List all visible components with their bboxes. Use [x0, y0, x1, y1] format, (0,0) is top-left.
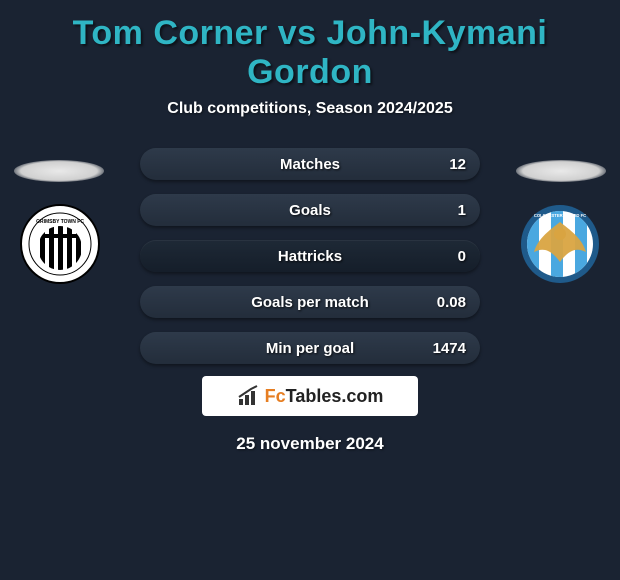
svg-text:COLCHESTER UNITED FC: COLCHESTER UNITED FC — [534, 213, 586, 218]
stat-value-right: 0 — [458, 240, 466, 272]
bar-chart-icon — [237, 385, 261, 407]
club-badge-right: COLCHESTER UNITED FC — [520, 204, 600, 284]
fctables-logo: FcTables.com — [202, 376, 418, 416]
club-badge-left: GRIMSBY TOWN FC — [20, 204, 100, 284]
stat-label: Goals per match — [251, 294, 369, 311]
season-subtitle: Club competitions, Season 2024/2025 — [0, 94, 620, 136]
comparison-title: Tom Corner vs John-Kymani Gordon — [0, 0, 620, 94]
stat-label: Hattricks — [278, 248, 342, 265]
stat-value-right: 0.08 — [437, 286, 466, 318]
snapshot-date: 25 november 2024 — [0, 416, 620, 472]
comparison-stage: GRIMSBY TOWN FC — [0, 136, 620, 376]
svg-text:GRIMSBY TOWN FC: GRIMSBY TOWN FC — [36, 219, 84, 225]
stat-row: Hattricks 0 — [140, 240, 480, 272]
stat-row: Goals per match 0.08 — [140, 286, 480, 318]
stats-table: Matches 12 Goals 1 Hattricks 0 Goals per match… — [140, 148, 480, 378]
stat-value-right: 12 — [449, 148, 466, 180]
stat-row: Matches 12 — [140, 148, 480, 180]
stat-row: Min per goal 1474 — [140, 332, 480, 364]
logo-text: FcTables.com — [265, 386, 384, 407]
stat-value-right: 1474 — [433, 332, 466, 364]
stat-label: Matches — [280, 156, 340, 173]
stat-label: Min per goal — [266, 340, 354, 357]
stat-row: Goals 1 — [140, 194, 480, 226]
spotlight-left — [14, 160, 104, 182]
stat-value-right: 1 — [458, 194, 466, 226]
spotlight-right — [516, 160, 606, 182]
stat-label: Goals — [289, 202, 331, 219]
